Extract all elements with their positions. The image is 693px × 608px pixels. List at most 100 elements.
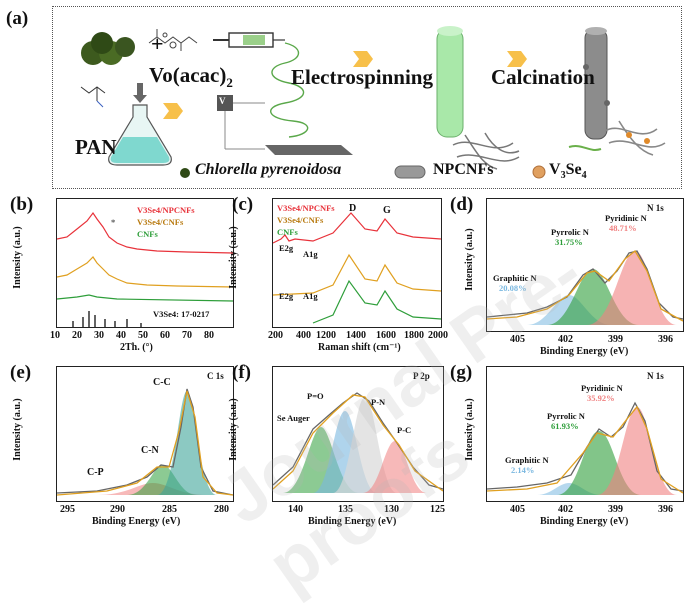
- f-peak-pc: P-C: [397, 425, 412, 435]
- power-label: V: [219, 96, 226, 106]
- panel-d-ylabel: Intensity (a.u.): [463, 228, 475, 291]
- c-tick-6: 1800: [404, 330, 424, 341]
- c-tick-1: 200: [268, 330, 283, 341]
- c-tick-5: 1600: [376, 330, 396, 341]
- d-envelope: [487, 250, 683, 322]
- b-tick-5: 50: [138, 330, 148, 341]
- panel-e-ylabel: Intensity (a.u.): [11, 398, 23, 461]
- f-tick-3: 130: [384, 504, 399, 515]
- d-pyridinic-pct: 48.71%: [609, 223, 637, 233]
- g-tick-3: 399: [608, 504, 623, 515]
- arrow-icon: [353, 51, 373, 67]
- d-tick-1: 405: [510, 334, 525, 345]
- b-tick-3: 30: [94, 330, 104, 341]
- b-tick-8: 80: [204, 330, 214, 341]
- peak-g: G: [383, 205, 391, 216]
- e-peak-cn: C-N: [141, 445, 159, 456]
- ref-sticks: [72, 311, 142, 327]
- panel-g-plot: N 1s Pyridinic N 35.92% Pyrrolic N 61.93…: [486, 366, 684, 502]
- peak-a1g-top: A1g: [303, 249, 318, 259]
- green-fiber-icon: [436, 26, 464, 138]
- panel-f-plot: P 2p P=O P-N P-C Se Auger: [272, 366, 444, 502]
- collector-plate-icon: [265, 145, 353, 155]
- raman-cnfs-v3se4-curve: [273, 253, 441, 296]
- e-envelope: [57, 390, 233, 496]
- d-tick-2: 402: [558, 334, 573, 345]
- schematic-frame: + Vo(acac)2 V Electrospinning Calcinatio…: [52, 6, 682, 189]
- panel-label-e: (e): [10, 362, 32, 383]
- c-tick-2: 400: [296, 330, 311, 341]
- power-supply-icon: [217, 95, 233, 111]
- panel-d-xlabel: Binding Energy (eV): [540, 346, 629, 357]
- f-tick-4: 125: [430, 504, 445, 515]
- legend-c-1: V3Se4/NPCNFs: [277, 203, 335, 213]
- g-title: N 1s: [647, 371, 664, 381]
- panel-c-svg: [273, 212, 441, 324]
- plus-sign: +: [151, 31, 164, 56]
- chlorella-balls-icon: [81, 32, 135, 65]
- panel-label-a: (a): [6, 8, 29, 29]
- f-envelope: [273, 394, 443, 492]
- legend-b-1: V3Se4/NPCNFs: [137, 205, 195, 215]
- b-tick-2: 20: [72, 330, 82, 341]
- peak-e2g-bottom: E2g: [279, 291, 294, 301]
- xrd-npcnfs-curve: [57, 211, 233, 254]
- legend-c-2: V3Se4/CNFs: [277, 215, 324, 225]
- f-pc-peak: [363, 441, 427, 493]
- v3se4-se: Se: [565, 161, 582, 178]
- c-tick-7: 2000: [428, 330, 448, 341]
- e-peak-cc: C-C: [153, 377, 171, 388]
- d-pyrrolic-pct: 31.75%: [555, 237, 583, 247]
- b-tick-7: 70: [182, 330, 192, 341]
- panel-d-plot: N 1s Pyridinic N 48.71% Pyrrolic N 31.75…: [486, 198, 684, 332]
- vo-acac-label: Vo(acac)2: [149, 63, 233, 91]
- d-tick-3: 399: [608, 334, 623, 345]
- e-tick-2: 290: [110, 504, 125, 515]
- panel-e-xlabel: Binding Energy (eV): [92, 516, 181, 527]
- b-tick-6: 60: [160, 330, 170, 341]
- panel-g-svg: [487, 401, 683, 495]
- v3se4-sub1: 3: [560, 170, 566, 182]
- c-tick-4: 1400: [346, 330, 366, 341]
- panel-c-plot: V3Se4/NPCNFs V3Se4/CNFs CNFs D G E2g A1g…: [272, 198, 442, 328]
- npcnf-legend-icon: [394, 165, 426, 179]
- v3se4-legend-icon: [532, 165, 546, 179]
- panel-f-svg: [273, 392, 443, 493]
- v3se4-sub2: 4: [581, 170, 587, 182]
- v3se4-v: V: [549, 161, 561, 178]
- panel-g-ylabel: Intensity (a.u.): [463, 398, 475, 461]
- f-title: P 2p: [413, 371, 430, 381]
- peak-a1g-bottom: A1g: [303, 291, 318, 301]
- electrospinning-label: Electrospinning: [291, 65, 433, 89]
- panel-b-xlabel: 2Th. (°): [120, 342, 153, 353]
- panel-b-ylabel: Intensity (a.u.): [11, 226, 23, 289]
- g-graphitic-pct: 2.14%: [511, 465, 535, 475]
- e-tick-4: 280: [214, 504, 229, 515]
- syringe-icon: [213, 32, 285, 48]
- flask-icon: [108, 104, 172, 166]
- npcnf-network-icon: [604, 120, 666, 156]
- panel-label-c: (c): [232, 194, 254, 215]
- vo-acac-text: Vo(acac): [149, 63, 227, 87]
- e-title: C 1s: [207, 371, 224, 381]
- raman-npcnfs-curve: [273, 212, 441, 244]
- star-marker: *: [111, 217, 116, 227]
- b-tick-4: 40: [116, 330, 126, 341]
- fiber-network-icon: [452, 132, 520, 170]
- ref-label: V3Se4: 17-0217: [153, 309, 210, 319]
- panel-c-ylabel: Intensity (a.u.): [227, 226, 239, 289]
- g-pyridinic-name: Pyridinic N: [581, 383, 623, 393]
- panel-label-f: (f): [232, 362, 251, 383]
- arrow-icon: [507, 51, 527, 67]
- arrow-icon: [163, 103, 183, 119]
- panel-label-d: (d): [450, 194, 474, 215]
- f-peak-pn: P-N: [371, 397, 386, 407]
- peak-d: D: [349, 203, 357, 214]
- panel-c-xlabel: Raman shift (cm⁻¹): [318, 342, 401, 353]
- panel-label-g: (g): [450, 362, 473, 383]
- g-tick-4: 396: [658, 504, 673, 515]
- e-tick-1: 295: [60, 504, 75, 515]
- grey-fiber-icon: [583, 27, 610, 140]
- schematic-drawing: [80, 26, 666, 179]
- e-peak-cp: C-P: [87, 467, 104, 478]
